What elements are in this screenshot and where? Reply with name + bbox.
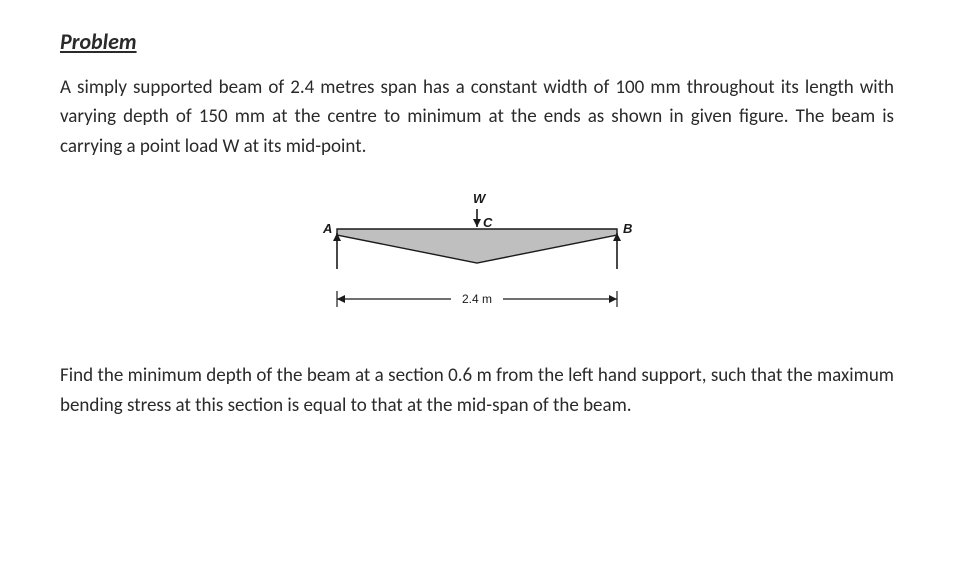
question-paragraph: Find the minimum depth of the beam at a … xyxy=(60,361,894,420)
span-label: 2.4 m xyxy=(462,292,492,306)
beam-figure: A B CW 2.4 m xyxy=(60,181,894,331)
label-b: B xyxy=(623,221,632,236)
label-w: W xyxy=(473,191,487,206)
beam-diagram-svg: A B CW 2.4 m xyxy=(277,181,677,331)
label-a: A xyxy=(322,221,332,236)
problem-heading: Problem xyxy=(60,28,894,55)
intro-paragraph: A simply supported beam of 2.4 metres sp… xyxy=(60,73,894,161)
label-c: C xyxy=(483,215,493,230)
